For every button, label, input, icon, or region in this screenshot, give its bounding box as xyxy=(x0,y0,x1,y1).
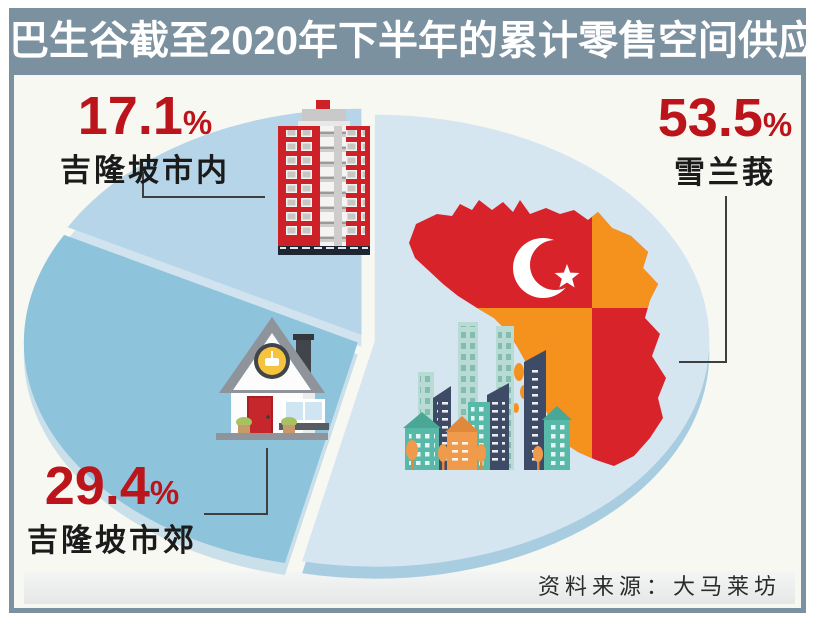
leader-line-kl-city xyxy=(142,172,265,198)
apartment-building-icon xyxy=(278,100,370,255)
house-icon xyxy=(216,317,329,440)
cityscape-icon xyxy=(403,322,572,470)
star-icon xyxy=(554,264,580,288)
title-bar: 巴生谷截至2020年下半年的累计零售空间供应 xyxy=(9,8,817,75)
page-title: 巴生谷截至2020年下半年的累计零售空间供应 xyxy=(9,19,817,63)
source-text: 资料来源：大马莱坊 xyxy=(537,575,781,600)
pie-slice-kl-suburb xyxy=(23,234,358,563)
leader-line-kl-suburb xyxy=(204,448,268,515)
leader-line-selangor xyxy=(679,196,727,363)
